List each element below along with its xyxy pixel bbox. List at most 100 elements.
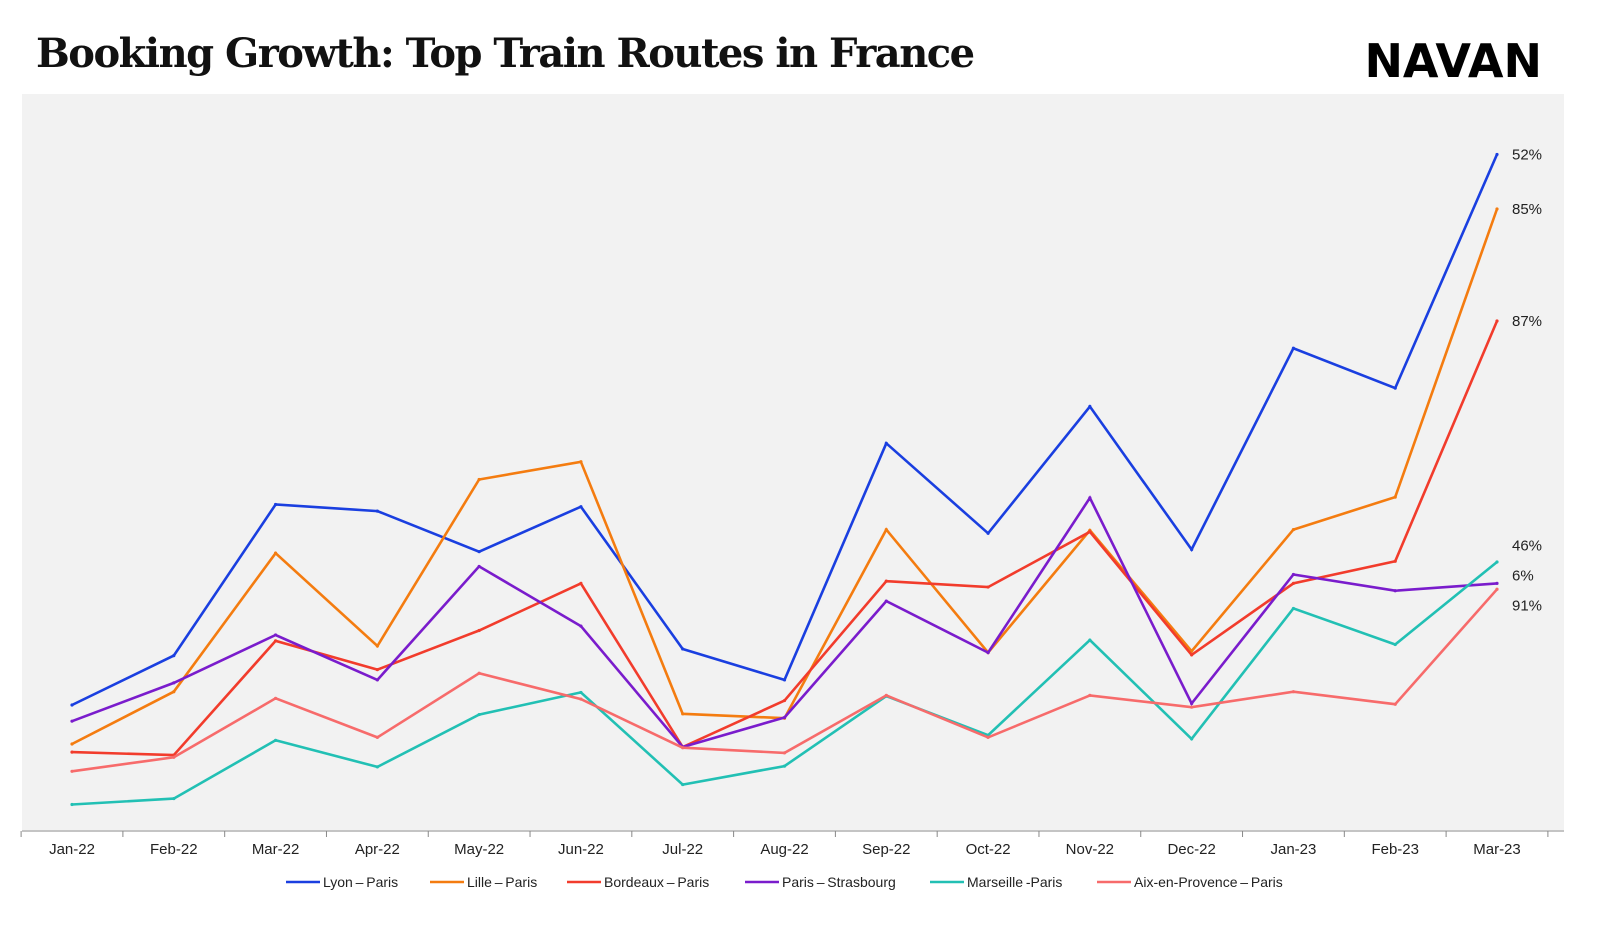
data-point	[782, 715, 787, 720]
data-point	[1393, 495, 1397, 499]
legend-label: Marseille -Paris	[967, 874, 1062, 890]
data-point	[375, 509, 379, 513]
data-point	[681, 782, 685, 787]
data-point	[1495, 587, 1499, 591]
chart-title: Booking Growth: Top Train Routes in Fran…	[36, 30, 975, 77]
data-point	[477, 564, 481, 569]
x-tick-label: Jan-23	[1270, 841, 1316, 858]
data-point	[273, 633, 278, 637]
data-point	[986, 651, 990, 655]
data-point	[782, 751, 787, 755]
data-point	[986, 531, 990, 535]
navan-logo: NAVAN	[1364, 34, 1542, 88]
data-point	[579, 581, 583, 585]
data-point	[70, 750, 74, 754]
data-point	[477, 628, 481, 633]
x-tick-label: Oct-22	[966, 841, 1011, 858]
data-point	[1393, 386, 1397, 390]
data-point	[172, 690, 176, 694]
legend-label: Aix-en-Provence – Paris	[1134, 874, 1283, 890]
data-point	[273, 502, 278, 507]
data-point	[273, 639, 278, 643]
data-point	[70, 769, 74, 773]
x-tick-label: Jul-22	[662, 841, 703, 858]
x-tick-label: Feb-23	[1371, 841, 1419, 858]
data-point	[1495, 319, 1499, 323]
data-point	[375, 735, 379, 740]
end-label: 91%	[1512, 598, 1542, 615]
data-point	[884, 579, 888, 583]
data-point	[477, 712, 481, 717]
legend-label: Lyon – Paris	[323, 874, 398, 890]
legend-label: Lille – Paris	[467, 874, 537, 890]
data-point	[1190, 547, 1194, 552]
data-point	[1495, 581, 1499, 585]
data-point	[782, 678, 787, 682]
data-point	[273, 738, 278, 742]
x-tick-label: Mar-22	[252, 841, 300, 858]
x-tick-label: Jun-22	[558, 841, 604, 858]
data-point	[782, 764, 787, 768]
data-point	[579, 690, 583, 695]
data-point	[884, 693, 888, 697]
x-tick-label: Jan-22	[49, 841, 95, 858]
plot-area	[22, 94, 1564, 830]
series-lines	[70, 152, 1499, 807]
data-point	[1291, 572, 1296, 577]
data-point	[477, 550, 481, 554]
data-point	[172, 755, 176, 759]
end-label: 46%	[1512, 538, 1542, 555]
data-point	[172, 681, 176, 685]
end-label: 85%	[1512, 201, 1542, 218]
data-point	[1291, 527, 1296, 532]
data-point	[1088, 530, 1092, 534]
data-point	[681, 712, 685, 716]
end-labels: 52% 85% 87% 46% 6% 91%	[1512, 146, 1542, 614]
data-point	[884, 441, 888, 445]
data-point	[1393, 559, 1397, 563]
data-point	[375, 644, 379, 648]
data-point	[477, 477, 481, 482]
data-point	[681, 647, 685, 651]
data-point	[70, 719, 74, 723]
data-point	[1088, 693, 1092, 697]
data-point	[579, 624, 583, 628]
data-point	[986, 585, 990, 589]
data-point	[70, 703, 74, 707]
data-point	[1291, 690, 1296, 694]
legend-label: Paris – Strasbourg	[782, 874, 896, 890]
data-point	[579, 697, 583, 701]
data-point	[1190, 737, 1194, 741]
data-point	[1495, 152, 1499, 157]
x-tick-label: May-22	[454, 841, 504, 858]
x-tick-label: Nov-22	[1066, 841, 1114, 858]
data-point	[273, 551, 278, 555]
data-point	[1088, 496, 1092, 500]
data-point	[1190, 705, 1194, 709]
data-point	[375, 667, 379, 672]
data-point	[172, 653, 176, 658]
data-point	[884, 599, 888, 603]
data-point	[70, 742, 74, 746]
data-point	[1393, 642, 1397, 647]
data-point	[1393, 702, 1397, 706]
data-point	[1495, 207, 1499, 211]
data-point	[1291, 346, 1296, 350]
legend: Lyon – Paris Lille – Paris Bordeaux – Pari…	[286, 874, 1283, 890]
end-label: 52%	[1512, 146, 1542, 163]
end-label: 6%	[1512, 568, 1534, 585]
data-point	[782, 698, 787, 703]
data-point	[986, 735, 990, 740]
data-point	[172, 796, 176, 801]
x-tick-label: Feb-22	[150, 841, 198, 858]
data-point	[1291, 581, 1296, 585]
end-label: 87%	[1512, 313, 1542, 330]
x-tick-label: Aug-22	[760, 841, 808, 858]
x-tick-label: Apr-22	[355, 841, 400, 858]
data-point	[681, 746, 685, 750]
data-point	[1190, 653, 1194, 657]
data-point	[375, 678, 379, 682]
data-point	[1088, 404, 1092, 409]
data-point	[273, 696, 278, 700]
